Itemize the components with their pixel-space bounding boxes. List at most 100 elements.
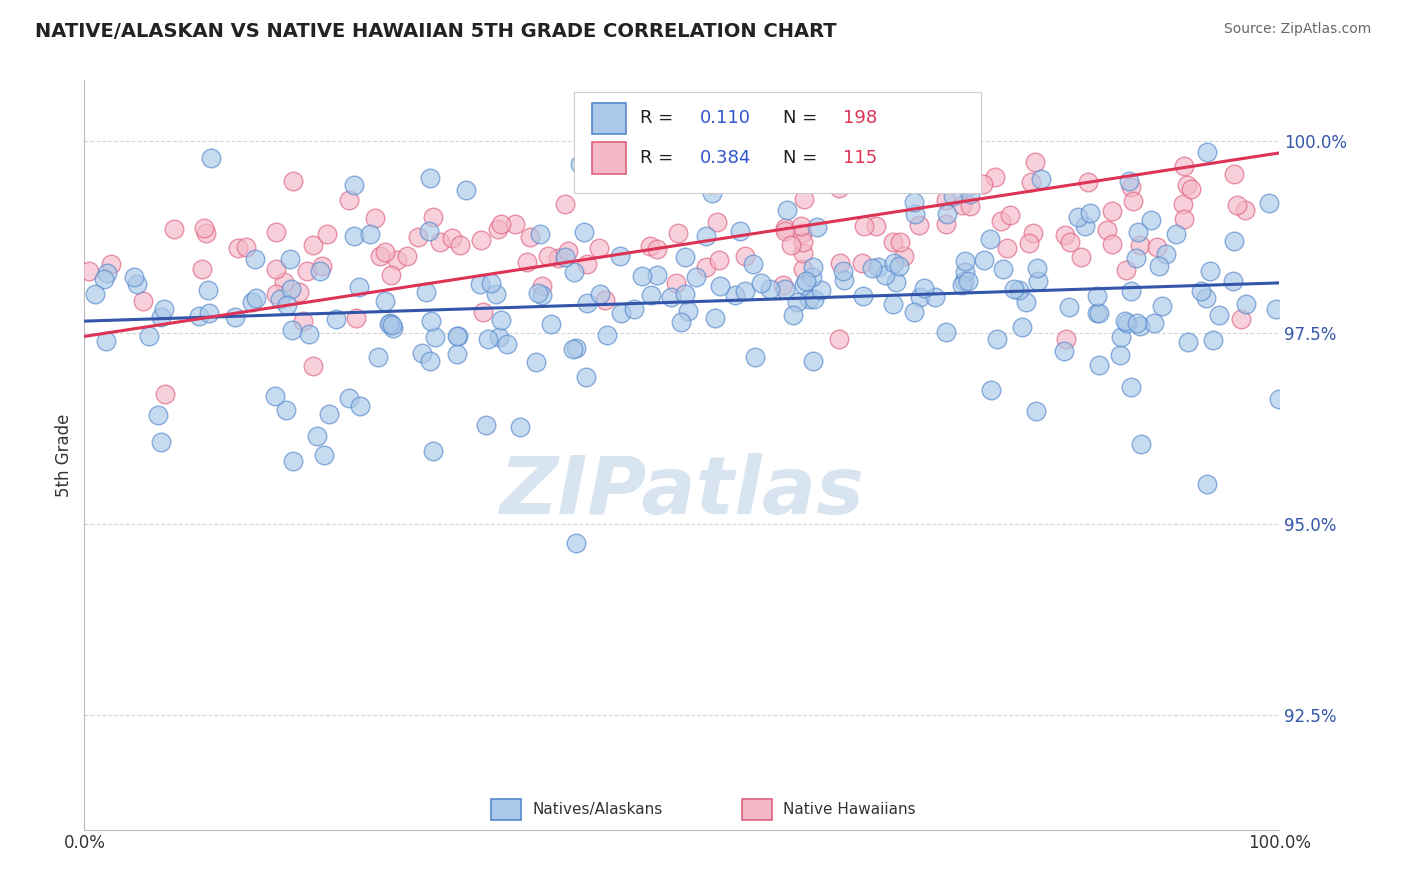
Point bbox=[1054, 332, 1077, 346]
Point bbox=[516, 255, 538, 269]
Point bbox=[420, 313, 443, 327]
Point bbox=[659, 290, 682, 304]
Point bbox=[292, 314, 315, 328]
Point bbox=[671, 315, 693, 329]
Point bbox=[380, 268, 402, 283]
Point bbox=[1026, 261, 1049, 276]
Point bbox=[418, 224, 440, 238]
Point bbox=[343, 178, 366, 192]
Point bbox=[77, 264, 100, 278]
Point bbox=[1118, 174, 1140, 188]
Point bbox=[801, 269, 824, 284]
Point bbox=[378, 318, 401, 332]
Point bbox=[575, 369, 598, 384]
Point bbox=[588, 242, 610, 256]
Point bbox=[700, 186, 723, 201]
Point bbox=[741, 257, 763, 271]
Point bbox=[1101, 236, 1123, 251]
Point bbox=[509, 420, 531, 434]
Point bbox=[851, 256, 873, 270]
Point bbox=[631, 269, 654, 284]
Point bbox=[773, 221, 796, 235]
Point bbox=[1234, 297, 1257, 311]
Point bbox=[1128, 238, 1150, 252]
Point bbox=[325, 312, 347, 326]
Point bbox=[187, 309, 209, 323]
Point bbox=[952, 274, 974, 288]
Point bbox=[1202, 333, 1225, 347]
Point bbox=[264, 225, 287, 239]
Point bbox=[1126, 225, 1149, 239]
Point bbox=[695, 260, 717, 275]
Text: NATIVE/ALASKAN VS NATIVE HAWAIIAN 5TH GRADE CORRELATION CHART: NATIVE/ALASKAN VS NATIVE HAWAIIAN 5TH GR… bbox=[35, 22, 837, 41]
Point bbox=[374, 293, 396, 308]
Point bbox=[830, 256, 852, 270]
Point bbox=[316, 227, 339, 241]
Text: 115: 115 bbox=[844, 149, 877, 167]
Point bbox=[723, 287, 745, 301]
Point bbox=[1059, 235, 1081, 250]
Point bbox=[785, 167, 807, 181]
Point bbox=[1258, 196, 1281, 211]
Point bbox=[889, 235, 911, 249]
Point bbox=[519, 229, 541, 244]
Point bbox=[288, 285, 311, 299]
Point bbox=[1175, 178, 1198, 192]
Point bbox=[561, 342, 583, 356]
Point bbox=[1140, 212, 1163, 227]
Point bbox=[734, 249, 756, 263]
Point bbox=[695, 229, 717, 244]
Point bbox=[554, 250, 576, 264]
Point bbox=[1223, 234, 1246, 248]
Point bbox=[503, 217, 526, 231]
Point bbox=[153, 302, 176, 317]
Point bbox=[851, 288, 873, 302]
Point bbox=[972, 177, 994, 191]
Point bbox=[489, 312, 512, 326]
Point bbox=[446, 329, 468, 343]
Point bbox=[908, 289, 931, 303]
Point bbox=[447, 328, 470, 343]
Point bbox=[565, 535, 588, 549]
Point bbox=[191, 261, 214, 276]
Point bbox=[950, 278, 973, 293]
Point bbox=[1011, 320, 1033, 334]
Point bbox=[423, 330, 446, 344]
Point bbox=[280, 283, 302, 297]
FancyBboxPatch shape bbox=[575, 92, 981, 193]
Point bbox=[953, 253, 976, 268]
Point bbox=[486, 221, 509, 235]
Point bbox=[751, 277, 773, 291]
Point bbox=[266, 262, 288, 277]
Point bbox=[276, 298, 298, 312]
Point bbox=[1173, 211, 1195, 226]
Point bbox=[801, 354, 824, 368]
Point bbox=[263, 389, 285, 403]
Point bbox=[198, 306, 221, 320]
Point bbox=[875, 268, 897, 283]
Point bbox=[786, 294, 808, 309]
Point bbox=[1268, 392, 1291, 406]
Point bbox=[924, 290, 946, 304]
Point bbox=[984, 170, 1007, 185]
Point bbox=[935, 217, 957, 231]
Point bbox=[676, 304, 699, 318]
Point bbox=[883, 256, 905, 270]
Point bbox=[83, 286, 105, 301]
Point bbox=[1114, 314, 1136, 328]
Point bbox=[295, 264, 318, 278]
Point bbox=[415, 285, 437, 300]
Point bbox=[479, 276, 502, 290]
Point bbox=[380, 316, 402, 330]
Point bbox=[707, 253, 730, 268]
Point bbox=[163, 221, 186, 235]
Point bbox=[307, 428, 329, 442]
Point bbox=[773, 224, 796, 238]
Point bbox=[132, 294, 155, 309]
Point bbox=[197, 283, 219, 297]
Point bbox=[1197, 145, 1219, 160]
Point bbox=[1152, 299, 1174, 313]
Point bbox=[887, 259, 910, 273]
Point bbox=[524, 355, 547, 369]
Point bbox=[865, 219, 887, 234]
